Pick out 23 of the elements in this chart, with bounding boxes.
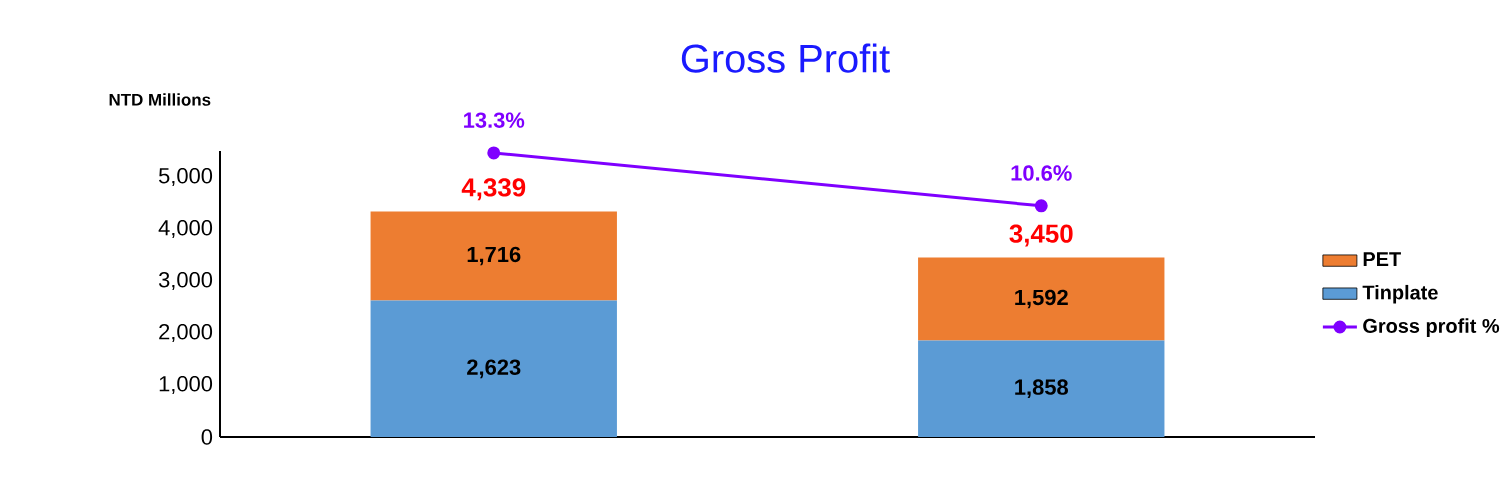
legend-label: Tinplate xyxy=(1362,284,1438,304)
data-label: 13.3% xyxy=(464,112,525,128)
y-tick-label: 4,000 xyxy=(158,219,213,239)
data-label: 2,623 xyxy=(467,359,521,379)
bar xyxy=(370,211,617,301)
chart-title: Gross Profit xyxy=(681,43,890,73)
y-tick-label: 1,000 xyxy=(159,375,213,395)
bar xyxy=(918,340,1165,437)
total-label: 3,450 xyxy=(1009,224,1073,247)
data-label: 10.6% xyxy=(1011,165,1072,181)
legend-label: PET xyxy=(1363,252,1401,266)
y-tick-label: 3,000 xyxy=(158,271,213,291)
y-axis-title: NTD Millions xyxy=(109,93,211,106)
legend-label: Gross profit % xyxy=(1363,318,1500,337)
total-label: 4,339 xyxy=(461,178,526,201)
y-tick-label: 2,000 xyxy=(159,323,213,343)
bar xyxy=(370,300,617,437)
y-tick-label: 5,000 xyxy=(158,167,213,187)
data-label: 1,592 xyxy=(1015,289,1068,309)
bar xyxy=(918,257,1165,341)
y-tick-label: 0 xyxy=(201,429,213,445)
data-label: 1,716 xyxy=(467,246,521,266)
data-label: 1,858 xyxy=(1015,379,1068,399)
